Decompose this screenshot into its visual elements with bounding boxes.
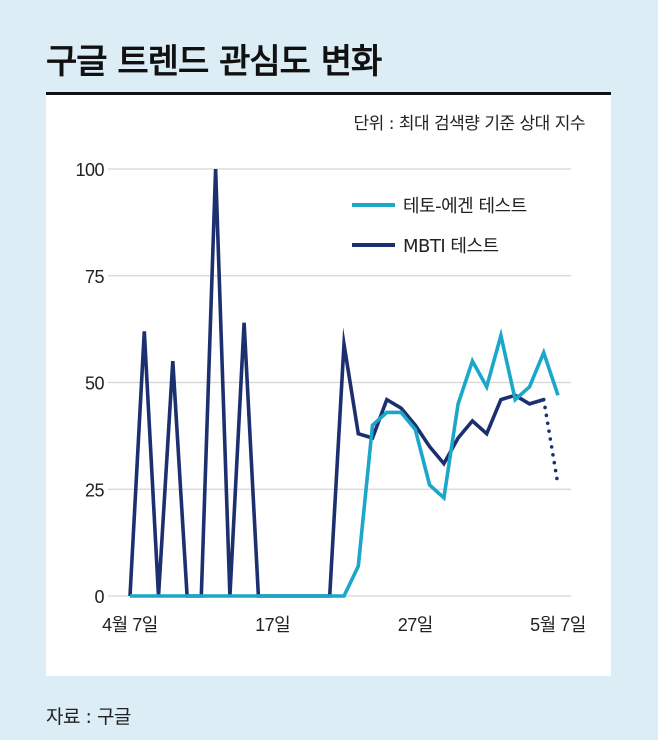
series-dotted-tail-mbti <box>541 397 560 487</box>
y-tick-label: 50 <box>85 374 105 394</box>
x-axis-ticks: 4월 7일 17일 27일 5월 7일 <box>102 615 586 635</box>
series-line-tetoegen <box>130 328 560 598</box>
legend-label-mbti: MBTI 테스트 <box>403 236 499 257</box>
x-tick-label: 5월 7일 <box>530 615 586 635</box>
y-tick-label: 100 <box>75 160 104 180</box>
unit-note: 단위 : 최대 검색량 기준 상대 지수 <box>353 114 586 134</box>
x-tick-label: 17일 <box>255 615 290 635</box>
y-tick-label: 75 <box>85 267 105 287</box>
y-tick-label: 0 <box>94 587 104 607</box>
source-note: 자료 : 구글 <box>46 706 131 728</box>
legend: 테토-에겐 테스트 MBTI 테스트 <box>352 196 527 257</box>
y-axis-ticks: 0 25 50 75 100 <box>75 160 105 607</box>
chart-panel: 단위 : 최대 검색량 기준 상대 지수 0 25 50 75 100 4월 7일 17일… <box>46 95 611 676</box>
y-tick-label: 25 <box>85 480 105 500</box>
series-layer <box>128 168 560 598</box>
legend-label-tetoegen: 테토-에겐 테스트 <box>403 196 527 217</box>
chart-title: 구글 트렌드 관심도 변화 <box>46 42 382 82</box>
title-rule <box>46 92 611 95</box>
grid-layer <box>108 168 571 597</box>
line-chart: 0 25 50 75 100 4월 7일 17일 27일 5월 7일 테토-에겐 테스트 MB… <box>75 160 586 635</box>
x-tick-label: 4월 7일 <box>102 615 158 635</box>
x-tick-label: 27일 <box>398 615 433 635</box>
